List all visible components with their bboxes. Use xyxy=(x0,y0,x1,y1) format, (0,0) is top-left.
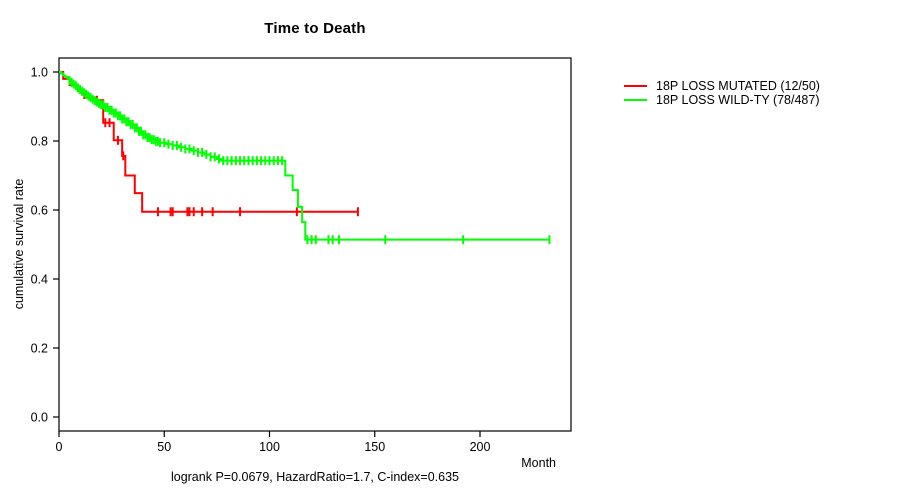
y-tick-label: 0.0 xyxy=(31,411,48,425)
x-tick-label: 100 xyxy=(259,440,280,454)
y-axis: 0.0 0.2 0.4 0.6 0.8 1.0 xyxy=(31,66,59,425)
stats-caption: logrank P=0.0679, HazardRatio=1.7, C-ind… xyxy=(170,470,460,484)
legend: 18P LOSS MUTATED (12/50) 18P LOSS WILD-TY… xyxy=(624,79,820,107)
legend-line-swatch xyxy=(624,98,647,101)
censor-ticks-mutated xyxy=(83,89,359,217)
legend-item-wild-type: 18P LOSS WILD-TY (78/487) xyxy=(624,93,820,107)
x-axis: 0 50 100 150 200 xyxy=(56,431,491,454)
x-axis-label: Month xyxy=(521,456,556,470)
legend-label: 18P LOSS WILD-TY (78/487) xyxy=(656,93,820,107)
y-tick-label: 1.0 xyxy=(31,66,48,80)
legend-label: 18P LOSS MUTATED (12/50) xyxy=(656,79,820,93)
chart-title: Time to Death xyxy=(264,20,366,37)
censor-ticks-wild-type xyxy=(68,76,551,245)
y-tick-label: 0.4 xyxy=(31,273,48,287)
x-tick-label: 200 xyxy=(470,440,491,454)
y-axis-label: cumulative survival rate xyxy=(12,178,26,310)
survival-curve-wild-type xyxy=(59,71,550,241)
y-tick-label: 0.2 xyxy=(31,342,48,356)
y-tick-label: 0.6 xyxy=(31,204,48,218)
legend-line-swatch xyxy=(624,84,647,87)
legend-item-mutated: 18P LOSS MUTATED (12/50) xyxy=(624,79,820,93)
survival-curve-mutated xyxy=(59,71,358,213)
y-tick-label: 0.8 xyxy=(31,135,48,149)
x-tick-label: 0 xyxy=(56,440,63,454)
x-tick-label: 150 xyxy=(364,440,385,454)
plot-box xyxy=(58,57,572,432)
x-tick-label: 50 xyxy=(157,440,171,454)
